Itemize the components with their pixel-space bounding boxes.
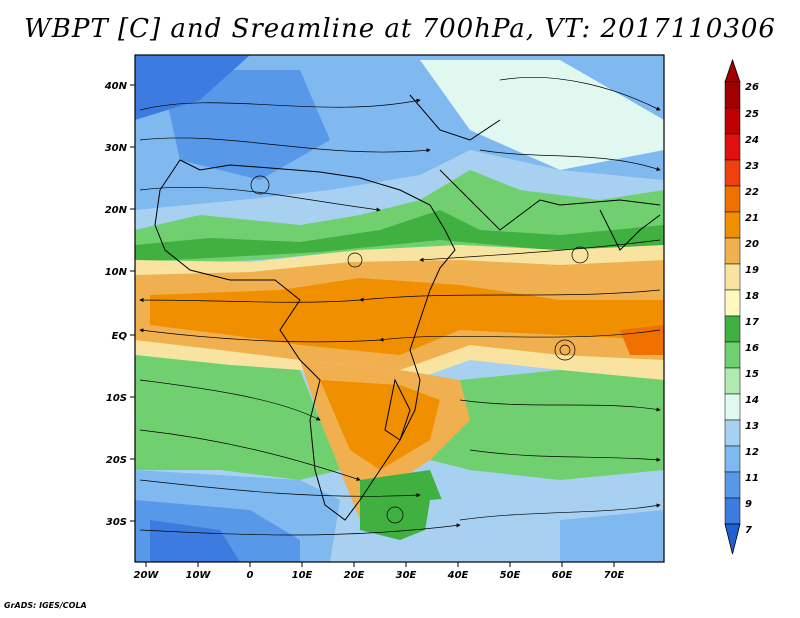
lat-label-10s: 10S [106, 393, 127, 404]
colorbar-label-13: 13 [745, 421, 759, 432]
colorbar-swatch-18 [724, 289, 741, 317]
colorbar-label-25: 25 [745, 109, 759, 120]
lon-label-60e: 60E [552, 570, 573, 581]
lat-label-20s: 20S [106, 455, 127, 466]
colorbar-swatch-25 [724, 107, 741, 135]
colorbar-label-12: 12 [745, 447, 759, 458]
lon-label-40e: 40E [447, 570, 469, 581]
lat-label-30n: 30N [105, 143, 128, 154]
colorbar-swatch-9 [724, 497, 741, 525]
colorbar-label-19: 19 [745, 265, 759, 276]
lon-label-30e: 30E [396, 570, 417, 581]
lon-label-20w: 20W [134, 570, 160, 581]
colorbar-label-16: 16 [745, 343, 759, 354]
colorbar-swatch-20 [724, 237, 741, 265]
colorbar-labels: 26 25 24 23 22 21 20 19 18 17 16 15 14 1… [745, 82, 759, 536]
colorbar-top-arrow [724, 58, 741, 83]
map-frame [134, 54, 665, 563]
colorbar-label-7: 7 [745, 525, 752, 536]
colorbar [724, 58, 741, 555]
lat-label-40n: 40N [104, 81, 128, 92]
map-title: WBPT [C] and Sreamline at 700hPa, VT: 20… [24, 14, 776, 44]
colorbar-label-26: 26 [745, 82, 759, 93]
colorbar-swatch-14 [724, 393, 741, 421]
lat-label-10n: 10N [105, 267, 128, 278]
lon-label-0: 0 [247, 570, 254, 581]
lon-label-70e: 70E [604, 570, 625, 581]
colorbar-swatch-26 [724, 81, 741, 109]
lon-label-50e: 50E [500, 570, 521, 581]
colorbar-label-23: 23 [745, 161, 759, 172]
colorbar-swatch-24 [724, 133, 741, 161]
colorbar-bottom-arrow [724, 523, 741, 555]
colorbar-swatch-12 [724, 445, 741, 473]
lon-label-10w: 10W [186, 570, 212, 581]
colorbar-swatch-11 [724, 471, 741, 499]
colorbar-swatch-17 [724, 315, 741, 343]
colorbar-swatch-13 [724, 419, 741, 447]
colorbar-swatch-21 [724, 211, 741, 239]
colorbar-swatch-15 [724, 367, 741, 395]
colorbar-label-14: 14 [745, 395, 759, 406]
wbpt-field [135, 55, 664, 562]
colorbar-swatch-16 [724, 341, 741, 369]
colorbar-label-24: 24 [745, 135, 759, 146]
lat-label-eq: EQ [112, 331, 128, 342]
lon-label-20e: 20E [344, 570, 365, 581]
colorbar-swatch-19 [724, 263, 741, 291]
lon-ticks [145, 562, 615, 567]
colorbar-swatch-22 [724, 185, 741, 213]
colorbar-label-22: 22 [745, 187, 759, 198]
colorbar-label-15: 15 [745, 369, 759, 380]
colorbar-label-18: 18 [745, 291, 759, 302]
colorbar-label-17: 17 [745, 317, 759, 328]
colorbar-swatch-23 [724, 159, 741, 187]
colorbar-label-21: 21 [745, 213, 759, 224]
lon-label-10e: 10E [292, 570, 313, 581]
lat-ticks [130, 84, 135, 522]
lat-label-20n: 20N [105, 205, 128, 216]
colorbar-label-11: 11 [745, 473, 759, 484]
colorbar-label-9: 9 [745, 499, 752, 510]
colorbar-label-20: 20 [745, 239, 759, 250]
grads-credit: GrADS: IGES/COLA [4, 601, 87, 610]
lat-label-30s: 30S [106, 517, 127, 528]
